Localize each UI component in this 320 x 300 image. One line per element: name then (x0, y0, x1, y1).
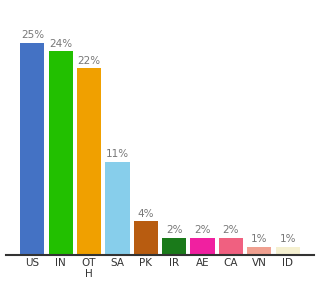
Text: 2%: 2% (223, 226, 239, 236)
Text: 1%: 1% (251, 234, 268, 244)
Bar (276, 247, 300, 255)
Bar (77, 68, 101, 255)
Bar (134, 221, 158, 255)
Bar (247, 247, 271, 255)
Text: 24%: 24% (49, 39, 72, 49)
Bar (105, 162, 130, 255)
Bar (219, 238, 243, 255)
Text: 4%: 4% (138, 208, 154, 218)
Bar (190, 238, 215, 255)
Text: 22%: 22% (77, 56, 101, 66)
Text: 2%: 2% (166, 226, 182, 236)
Bar (20, 43, 44, 255)
Text: 1%: 1% (279, 234, 296, 244)
Text: 2%: 2% (194, 226, 211, 236)
Text: 11%: 11% (106, 149, 129, 159)
Bar (49, 51, 73, 255)
Bar (162, 238, 186, 255)
Text: 25%: 25% (21, 30, 44, 40)
